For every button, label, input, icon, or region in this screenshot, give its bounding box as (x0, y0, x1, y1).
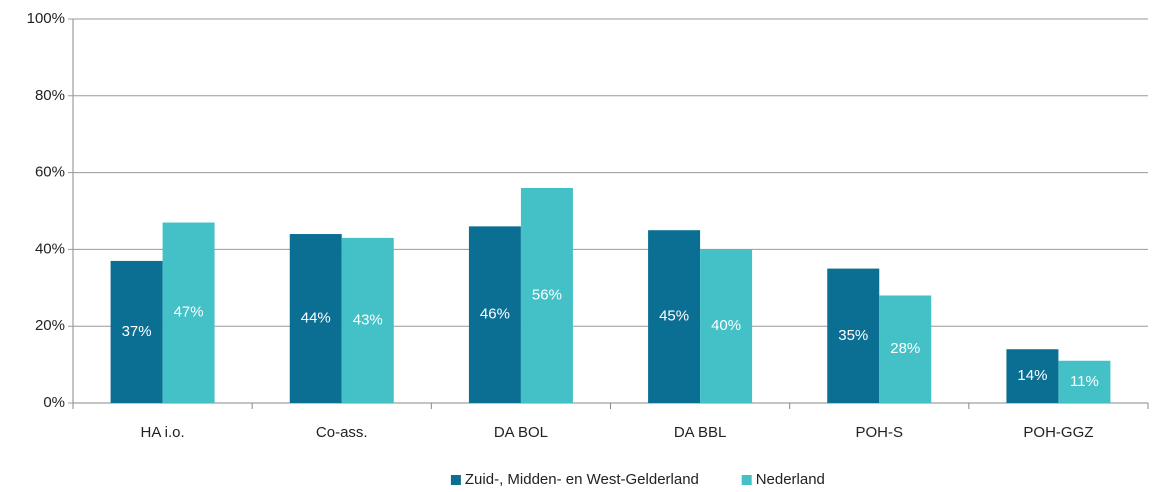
bar (827, 268, 880, 403)
y-tick-label: 100% (27, 10, 65, 27)
data-label: 37% (122, 323, 152, 340)
bar (162, 222, 215, 403)
data-label: 56% (532, 286, 562, 303)
bar (879, 295, 932, 403)
bar (1006, 349, 1059, 403)
data-label: 45% (659, 308, 689, 325)
data-label: 28% (890, 340, 920, 357)
data-label: 40% (711, 317, 741, 334)
x-tick-label: Co-ass. (316, 424, 368, 441)
bar (648, 230, 701, 403)
y-tick-label: 40% (35, 240, 65, 257)
data-label: 35% (838, 327, 868, 344)
data-label: 46% (480, 306, 510, 323)
x-tick-label: HA i.o. (140, 424, 184, 441)
y-tick-label: 60% (35, 164, 65, 181)
y-tick-label: 20% (35, 317, 65, 334)
legend-label: Nederland (756, 471, 825, 488)
data-label: 47% (174, 304, 204, 321)
bar (110, 260, 163, 403)
y-tick-label: 80% (35, 87, 65, 104)
data-label: 44% (301, 309, 331, 326)
x-tick-label: DA BBL (674, 424, 727, 441)
bar (700, 249, 753, 403)
bar (520, 187, 573, 403)
x-tick-label: POH-S (855, 424, 903, 441)
bar (289, 234, 342, 403)
x-tick-label: DA BOL (494, 424, 548, 441)
x-tick-label: POH-GGZ (1023, 424, 1093, 441)
data-label: 11% (1070, 373, 1099, 390)
bar (468, 226, 521, 403)
y-tick-label: 0% (43, 394, 65, 411)
legend-swatch (450, 475, 461, 485)
legend-swatch (741, 475, 752, 485)
bar (1058, 360, 1111, 403)
data-label: 14% (1017, 367, 1047, 384)
legend-label: Zuid-, Midden- en West-Gelderland (465, 471, 699, 488)
bar (341, 237, 394, 403)
data-label: 43% (353, 311, 383, 328)
